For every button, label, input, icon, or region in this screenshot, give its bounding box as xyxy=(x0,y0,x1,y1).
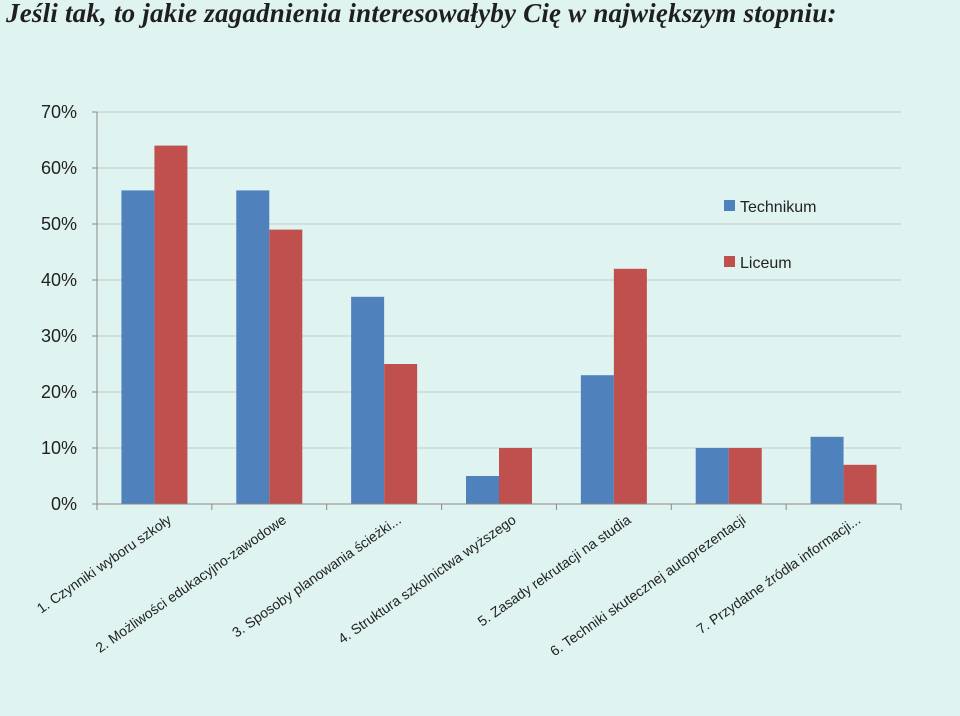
bar-liceum xyxy=(384,364,418,504)
legend-label-technikum: Technikum xyxy=(740,199,816,216)
y-tick-label: 40% xyxy=(41,270,77,290)
bar-technikum xyxy=(695,448,729,504)
y-tick-label: 60% xyxy=(41,158,77,178)
legend-swatch-liceum xyxy=(724,256,735,267)
x-tick-label: 2. Możliwości edukacyjno-zawodowe xyxy=(92,511,289,655)
y-tick-label: 70% xyxy=(41,102,77,122)
y-tick-label: 30% xyxy=(41,326,77,346)
bar-technikum xyxy=(121,190,155,504)
bar-technikum xyxy=(810,436,844,504)
bar-liceum xyxy=(154,145,188,504)
bar-technikum xyxy=(351,296,385,504)
y-tick-label: 20% xyxy=(41,382,77,402)
x-tick-label: 4. Struktura szkolnictwa wyższego xyxy=(335,511,519,647)
bars xyxy=(121,145,877,504)
bar-technikum xyxy=(236,190,270,504)
x-tick-label: 6. Techniki skutecznej autoprezentacji xyxy=(547,511,748,659)
y-tick-label: 10% xyxy=(41,438,77,458)
bar-technikum xyxy=(580,375,614,504)
bar-technikum xyxy=(466,476,499,504)
grid-lines xyxy=(97,111,901,449)
bar-liceum xyxy=(613,268,647,504)
axes xyxy=(92,111,902,510)
slide-title: Jeśli tak, to jakie zagadnienia intereso… xyxy=(6,0,837,28)
legend: Technikum Liceum xyxy=(724,199,816,272)
legend-swatch-technikum xyxy=(724,200,735,211)
legend-label-liceum: Liceum xyxy=(740,255,792,272)
bar-liceum xyxy=(843,464,877,504)
bar-liceum xyxy=(728,448,762,504)
bar-liceum xyxy=(269,229,303,504)
bar-liceum xyxy=(499,448,532,504)
y-tick-labels: 0% 10% 20% 30% 40% 50% 60% 70% xyxy=(41,102,77,514)
y-tick-label: 0% xyxy=(51,494,77,514)
y-tick-label: 50% xyxy=(41,214,77,234)
